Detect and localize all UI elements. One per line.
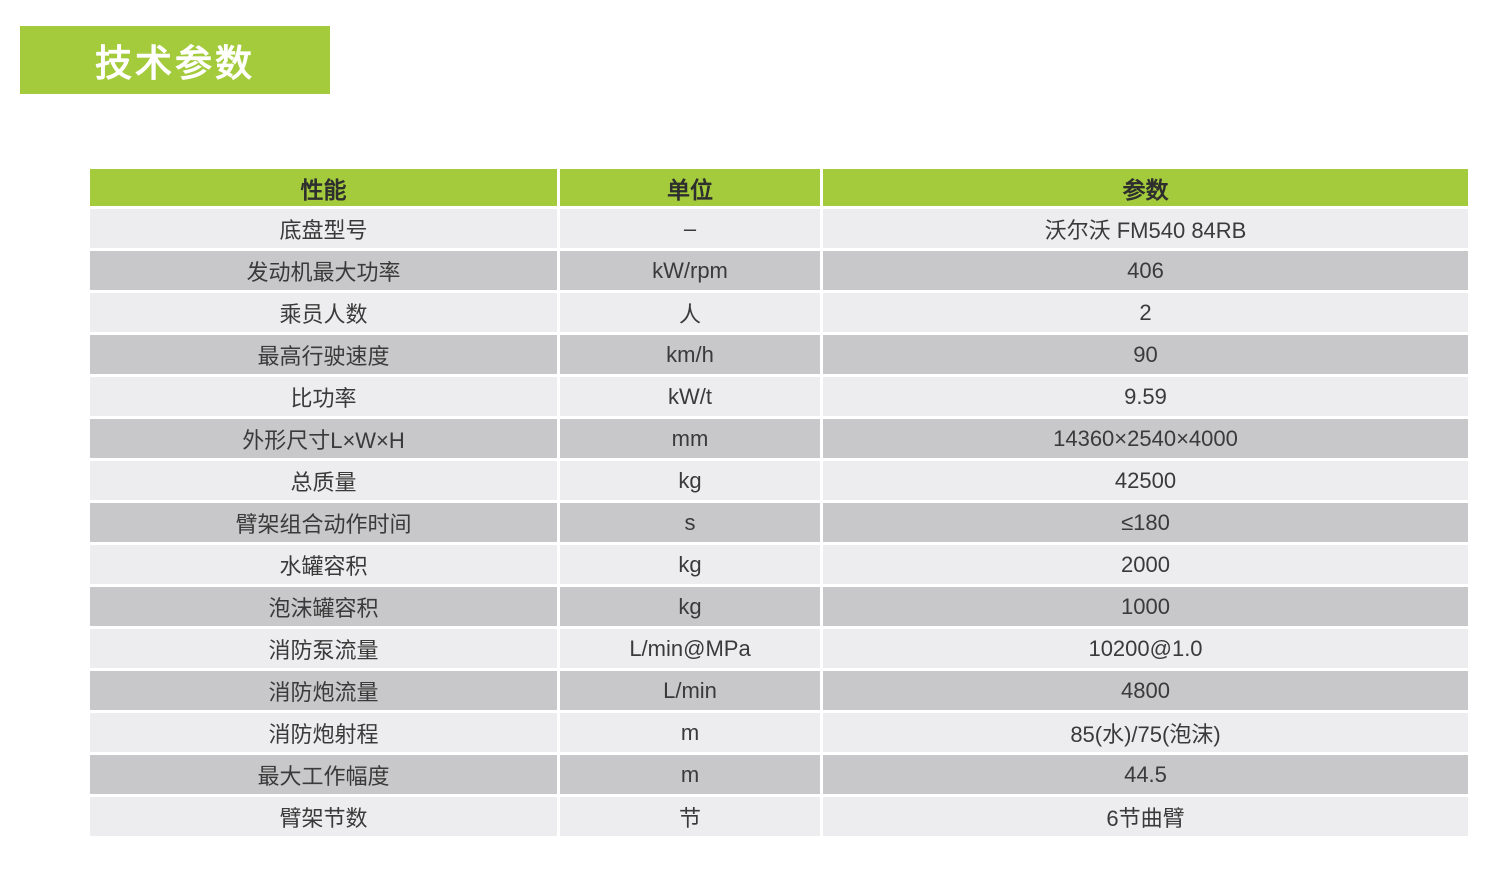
table-row: 臂架组合动作时间 s ≤180 bbox=[90, 503, 1468, 542]
cell-performance: 最大工作幅度 bbox=[90, 755, 557, 794]
cell-unit: L/min bbox=[560, 671, 820, 710]
cell-unit: L/min@MPa bbox=[560, 629, 820, 668]
cell-value: 90 bbox=[823, 335, 1468, 374]
cell-unit: 人 bbox=[560, 293, 820, 332]
cell-performance: 臂架节数 bbox=[90, 797, 557, 836]
table-row: 消防炮流量 L/min 4800 bbox=[90, 671, 1468, 710]
table-row: 臂架节数 节 6节曲臂 bbox=[90, 797, 1468, 836]
cell-value: 2 bbox=[823, 293, 1468, 332]
cell-performance: 总质量 bbox=[90, 461, 557, 500]
cell-value: 42500 bbox=[823, 461, 1468, 500]
cell-performance: 比功率 bbox=[90, 377, 557, 416]
table-row: 最高行驶速度 km/h 90 bbox=[90, 335, 1468, 374]
table-row: 水罐容积 kg 2000 bbox=[90, 545, 1468, 584]
table-row: 发动机最大功率 kW/rpm 406 bbox=[90, 251, 1468, 290]
cell-unit: kg bbox=[560, 545, 820, 584]
cell-unit: mm bbox=[560, 419, 820, 458]
table-header-unit: 单位 bbox=[560, 169, 820, 206]
cell-unit: m bbox=[560, 755, 820, 794]
cell-performance: 外形尺寸L×W×H bbox=[90, 419, 557, 458]
table-row: 总质量 kg 42500 bbox=[90, 461, 1468, 500]
cell-performance: 消防炮射程 bbox=[90, 713, 557, 752]
table-row: 消防泵流量 L/min@MPa 10200@1.0 bbox=[90, 629, 1468, 668]
cell-value: 9.59 bbox=[823, 377, 1468, 416]
cell-performance: 最高行驶速度 bbox=[90, 335, 557, 374]
cell-performance: 消防泵流量 bbox=[90, 629, 557, 668]
cell-unit: 节 bbox=[560, 797, 820, 836]
cell-unit: s bbox=[560, 503, 820, 542]
table-row: 比功率 kW/t 9.59 bbox=[90, 377, 1468, 416]
table-row: 消防炮射程 m 85(水)/75(泡沫) bbox=[90, 713, 1468, 752]
cell-value: ≤180 bbox=[823, 503, 1468, 542]
table-row: 外形尺寸L×W×H mm 14360×2540×4000 bbox=[90, 419, 1468, 458]
spec-table: 性能 单位 参数 底盘型号 – 沃尔沃 FM540 84RB 发动机最大功率 k… bbox=[90, 169, 1468, 836]
cell-unit: kg bbox=[560, 587, 820, 626]
cell-unit: km/h bbox=[560, 335, 820, 374]
cell-performance: 发动机最大功率 bbox=[90, 251, 557, 290]
cell-value: 85(水)/75(泡沫) bbox=[823, 713, 1468, 752]
cell-unit: kg bbox=[560, 461, 820, 500]
cell-value: 4800 bbox=[823, 671, 1468, 710]
cell-performance: 水罐容积 bbox=[90, 545, 557, 584]
cell-value: 406 bbox=[823, 251, 1468, 290]
cell-performance: 消防炮流量 bbox=[90, 671, 557, 710]
table-body: 底盘型号 – 沃尔沃 FM540 84RB 发动机最大功率 kW/rpm 406… bbox=[90, 209, 1468, 836]
table-row: 泡沫罐容积 kg 1000 bbox=[90, 587, 1468, 626]
cell-unit: kW/t bbox=[560, 377, 820, 416]
cell-value: 6节曲臂 bbox=[823, 797, 1468, 836]
cell-value: 1000 bbox=[823, 587, 1468, 626]
table-row: 乘员人数 人 2 bbox=[90, 293, 1468, 332]
cell-unit: m bbox=[560, 713, 820, 752]
cell-performance: 臂架组合动作时间 bbox=[90, 503, 557, 542]
cell-value: 44.5 bbox=[823, 755, 1468, 794]
cell-performance: 底盘型号 bbox=[90, 209, 557, 248]
cell-performance: 泡沫罐容积 bbox=[90, 587, 557, 626]
cell-unit: kW/rpm bbox=[560, 251, 820, 290]
cell-value: 2000 bbox=[823, 545, 1468, 584]
table-header-row: 性能 单位 参数 bbox=[90, 169, 1468, 206]
table-row: 最大工作幅度 m 44.5 bbox=[90, 755, 1468, 794]
section-title-banner: 技术参数 bbox=[20, 26, 330, 94]
table-row: 底盘型号 – 沃尔沃 FM540 84RB bbox=[90, 209, 1468, 248]
table-header-performance: 性能 bbox=[90, 169, 557, 206]
cell-performance: 乘员人数 bbox=[90, 293, 557, 332]
table-header-parameter: 参数 bbox=[823, 169, 1468, 206]
cell-value: 10200@1.0 bbox=[823, 629, 1468, 668]
cell-value: 14360×2540×4000 bbox=[823, 419, 1468, 458]
section-title: 技术参数 bbox=[95, 43, 255, 84]
cell-unit: – bbox=[560, 209, 820, 248]
cell-value: 沃尔沃 FM540 84RB bbox=[823, 209, 1468, 248]
